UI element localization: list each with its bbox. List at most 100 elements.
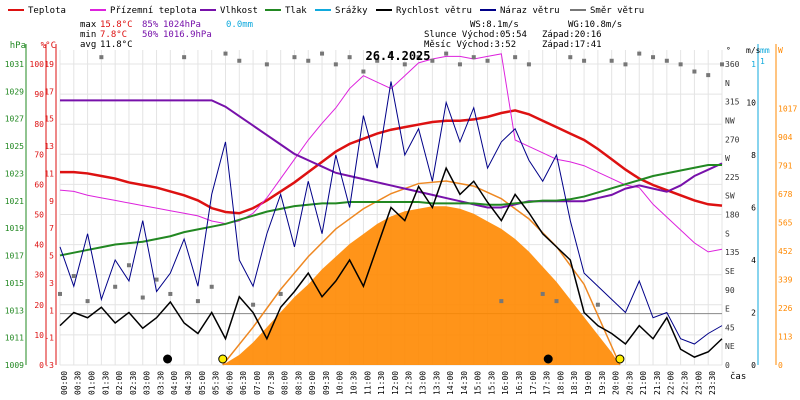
wind-dir-point <box>209 284 214 289</box>
pct-axis-tick: 50 <box>34 211 44 220</box>
wind-dir-point <box>444 51 449 56</box>
wind-dir-point <box>692 69 697 74</box>
time-tick: 22:00 <box>667 371 676 395</box>
temp-axis-tick: 7 <box>49 224 54 233</box>
time-tick: 09:30 <box>322 371 331 395</box>
wind-dir-point <box>706 73 711 78</box>
series-line <box>59 164 722 257</box>
time-tick: 05:30 <box>212 371 221 395</box>
pct-axis-tick: 30 <box>34 271 44 280</box>
temp-axis-tick: 19 <box>44 60 54 69</box>
ms-axis-tick: 6 <box>751 204 756 213</box>
info-block: WS:8.1m/s WG:10.8m/s Slunce Východ:05:54 Zá… <box>424 20 622 50</box>
legend-label: Náraz větru <box>500 6 560 16</box>
time-tick: 19:00 <box>584 371 593 395</box>
pct-axis-tick: 100 <box>30 60 45 69</box>
time-tick: 10:00 <box>336 371 345 395</box>
temp-axis-tick: 15 <box>44 115 54 124</box>
stat-max-rain: 0.0mm <box>226 20 253 30</box>
temp-axis-tick: 13 <box>44 142 54 151</box>
wind-dir-point <box>85 299 90 304</box>
hpa-axis-tick: 1013 <box>5 306 24 315</box>
wind-dir-point <box>651 55 656 60</box>
pct-axis-tick: 10 <box>34 331 44 340</box>
time-tick: 13:30 <box>432 371 441 395</box>
wind-dir-point <box>140 295 145 300</box>
wind-dir-point <box>168 291 173 296</box>
time-tick: 18:30 <box>570 371 579 395</box>
time-tick: 21:30 <box>653 371 662 395</box>
info-ws: WS:8.1m/s <box>470 20 519 30</box>
wm2-axis-tick: 0 <box>778 361 783 370</box>
pct-axis-tick: 60 <box>34 180 44 189</box>
ms-axis-tick: 0 <box>751 361 756 370</box>
time-tick: 21:00 <box>639 371 648 395</box>
time-tick: 18:00 <box>556 371 565 395</box>
dir-axis-tick: 360 <box>725 60 740 69</box>
pct-axis-tick: 40 <box>34 241 44 250</box>
time-tick: 20:00 <box>612 371 621 395</box>
time-tick: 02:00 <box>115 371 124 395</box>
hpa-axis-tick: 1019 <box>5 224 24 233</box>
wind-dir-point <box>416 55 421 60</box>
ms-axis-tick: 8 <box>751 151 756 160</box>
wind-dir-point <box>71 274 76 279</box>
time-tick: 15:00 <box>474 371 483 395</box>
dir-axis-tick: 135 <box>725 248 740 257</box>
time-tick: 13:00 <box>418 371 427 395</box>
wm2-axis-tick: 678 <box>778 190 793 199</box>
hpa-axis-tick: 1017 <box>5 252 24 261</box>
time-tick: 16:30 <box>515 371 524 395</box>
wind-dir-point <box>251 302 256 307</box>
sun-icon <box>615 354 625 364</box>
time-tick: 12:30 <box>405 371 414 395</box>
wind-dir-point <box>402 62 407 67</box>
wind-dir-point <box>720 62 724 67</box>
wind-dir-point <box>375 58 380 63</box>
wind-dir-point <box>58 291 62 296</box>
ms-axis-tick: 10 <box>746 99 756 108</box>
time-tick: 15:30 <box>487 371 496 395</box>
time-tick: 14:30 <box>460 371 469 395</box>
dir-axis-tick: 225 <box>725 173 740 182</box>
wind-dir-point <box>513 55 518 60</box>
wind-dir-point <box>333 62 338 67</box>
hpa-axis-tick: 1009 <box>5 361 24 370</box>
pct-axis-tick: 20 <box>34 301 44 310</box>
dir-axis-tick: E <box>725 305 730 314</box>
wind-dir-point <box>637 51 642 56</box>
wind-dir-point <box>347 55 352 60</box>
dir-axis-tick: 0 <box>725 361 730 370</box>
chart-title: 26.4.2025 <box>365 49 430 63</box>
mm-axis-tick: 1 <box>760 57 765 66</box>
wind-dir-point <box>320 51 325 56</box>
legend-label: Vlhkost <box>220 6 258 16</box>
dir-axis-tick: 90 <box>725 286 735 295</box>
time-tick: 10:30 <box>350 371 359 395</box>
wind-dir-point <box>154 277 159 282</box>
dir-axis-tick: SW <box>725 192 735 201</box>
time-tick: 20:30 <box>625 371 634 395</box>
temp-axis-tick: 9 <box>49 197 54 206</box>
pct-axis-tick: 80 <box>34 120 44 129</box>
wind-dir-point <box>195 299 200 304</box>
info-moonset: Západ:17:41 <box>542 40 602 50</box>
time-tick: 09:00 <box>308 371 317 395</box>
dir-axis-tick: NW <box>725 116 735 125</box>
wm2-axis-tick: 339 <box>778 276 793 285</box>
stat-max-hum: 85% <box>142 20 159 30</box>
wm2-axis-tick: 113 <box>778 333 793 342</box>
wm2-axis-tick: 452 <box>778 247 793 256</box>
wind-dir-point <box>457 62 462 67</box>
wind-dir-point <box>306 58 311 63</box>
time-axis-label: čas <box>730 371 746 382</box>
hpa-axis-unit: hPa <box>10 41 26 51</box>
time-tick: 01:30 <box>101 371 110 395</box>
dir-axis-unit: ° <box>726 46 731 55</box>
sun-moon-markers <box>163 354 625 364</box>
dir-axis-tick: W <box>725 154 730 163</box>
wind-dir-point <box>430 58 435 63</box>
wind-dir-point <box>126 263 131 268</box>
time-tick: 04:30 <box>184 371 193 395</box>
